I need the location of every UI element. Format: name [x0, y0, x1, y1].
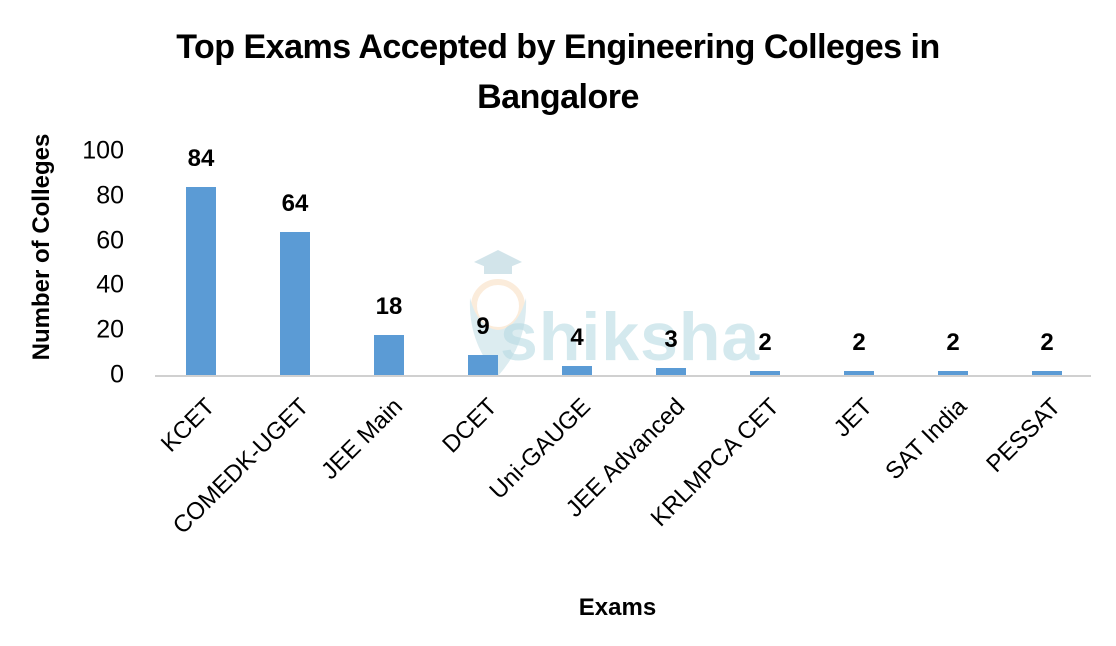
data-label: 64 — [281, 189, 309, 217]
data-label: 2 — [1040, 328, 1054, 356]
chart-title-line-1: Top Exams Accepted by Engineering Colleg… — [176, 28, 940, 66]
x-tick-label: DCET — [437, 393, 503, 459]
y-tick-label: 40 — [96, 270, 124, 299]
data-label: 18 — [375, 292, 403, 320]
chart-title-line-2: Bangalore — [477, 78, 639, 116]
y-tick-label: 60 — [96, 226, 124, 255]
bar — [750, 370, 780, 375]
chart-title: Top Exams Accepted by Engineering Colleg… — [0, 22, 1116, 122]
x-axis-label: Exams — [578, 594, 657, 621]
x-tick-label: SAT India — [880, 393, 973, 486]
x-axis-line — [155, 375, 1091, 377]
bar — [468, 354, 498, 375]
data-label: 9 — [476, 312, 490, 340]
x-tick-label: JEE Main — [316, 393, 408, 485]
y-axis-label: Number of Colleges — [28, 133, 55, 361]
x-tick-label: JET — [828, 393, 878, 443]
y-tick-label: 0 — [110, 360, 124, 389]
y-tick-label: 100 — [82, 136, 124, 165]
y-tick-label: 80 — [96, 181, 124, 210]
bar — [374, 334, 404, 375]
data-label: 3 — [664, 326, 678, 354]
bar — [280, 231, 310, 375]
bar — [938, 370, 968, 375]
shiksha-watermark-text: shiksha — [500, 299, 761, 375]
data-label: 2 — [852, 328, 866, 356]
bar — [562, 366, 592, 375]
data-label: 2 — [946, 328, 960, 356]
bar — [186, 186, 216, 375]
data-label: 4 — [570, 324, 584, 352]
x-tick-label: KCET — [155, 393, 221, 458]
bar — [844, 370, 874, 375]
bar — [1032, 370, 1062, 375]
y-tick-label: 20 — [96, 315, 124, 344]
bar — [656, 368, 686, 375]
x-tick-label: PESSAT — [981, 393, 1067, 478]
data-label: 84 — [187, 144, 215, 172]
data-label: 2 — [758, 328, 772, 356]
